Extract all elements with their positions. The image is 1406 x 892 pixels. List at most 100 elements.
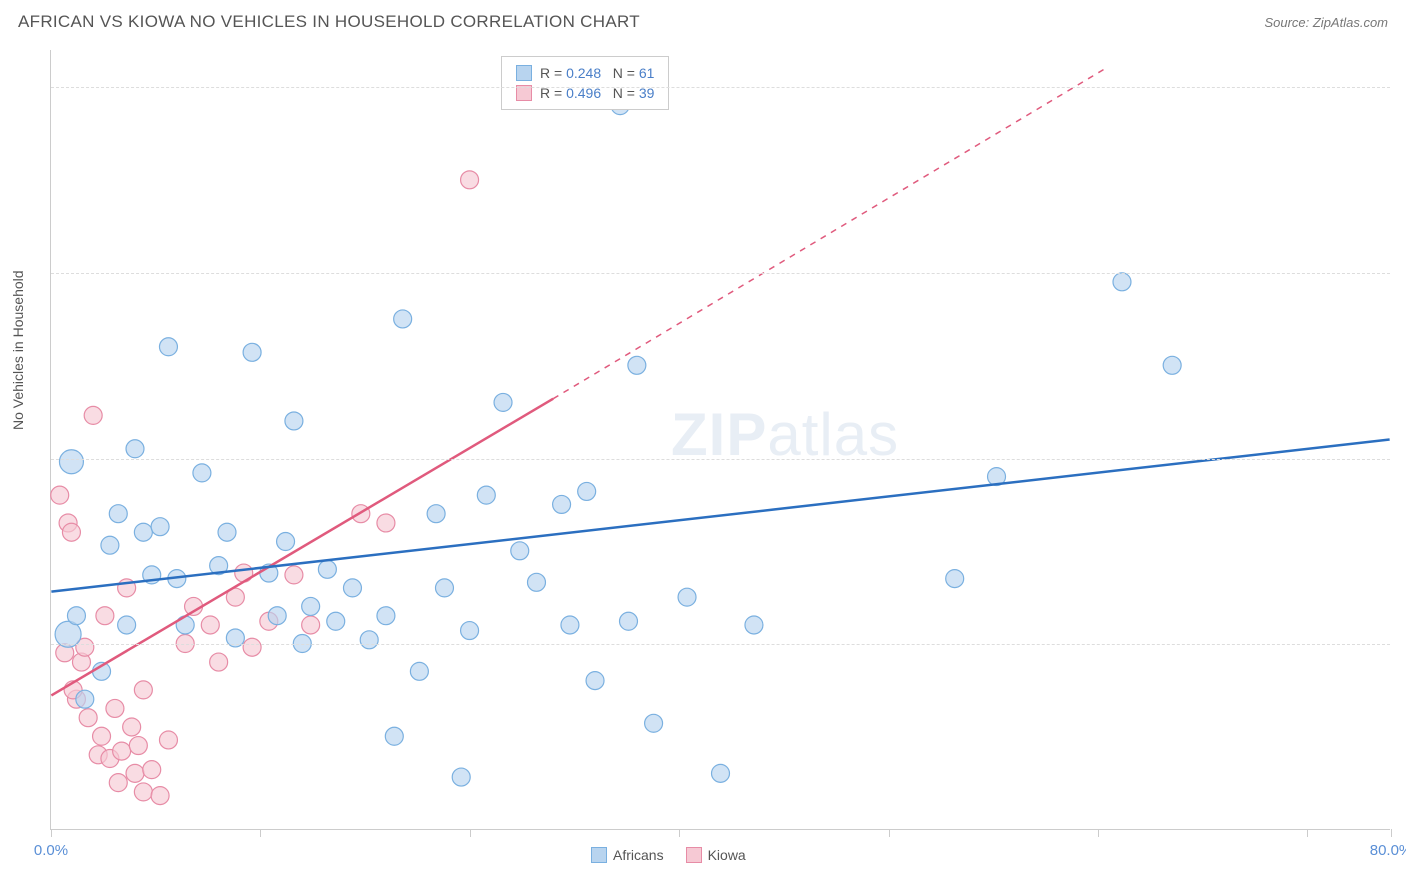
data-point	[318, 560, 336, 578]
data-point	[113, 742, 131, 760]
data-point	[201, 616, 219, 634]
chart-title: AFRICAN VS KIOWA NO VEHICLES IN HOUSEHOL…	[18, 12, 640, 32]
data-point	[302, 616, 320, 634]
data-point	[461, 171, 479, 189]
data-point	[123, 718, 141, 736]
data-point	[377, 514, 395, 532]
data-point	[51, 486, 69, 504]
data-point	[93, 727, 111, 745]
x-tick-label: 0.0%	[34, 842, 68, 859]
data-point	[385, 727, 403, 745]
data-point	[109, 774, 127, 792]
x-tick	[470, 829, 471, 837]
data-point	[628, 356, 646, 374]
data-point	[126, 440, 144, 458]
data-point	[159, 731, 177, 749]
legend-swatch	[686, 847, 702, 863]
data-point	[553, 495, 571, 513]
data-point	[193, 464, 211, 482]
data-point	[410, 662, 428, 680]
data-point	[327, 612, 345, 630]
data-point	[59, 450, 83, 474]
gridline	[51, 87, 1390, 88]
data-point	[84, 406, 102, 424]
legend-swatch	[516, 65, 532, 81]
data-point	[268, 607, 286, 625]
data-point	[134, 523, 152, 541]
data-point	[435, 579, 453, 597]
data-point	[946, 570, 964, 588]
legend-item: Africans	[591, 847, 664, 863]
data-point	[218, 523, 236, 541]
data-point	[126, 764, 144, 782]
data-point	[243, 638, 261, 656]
series-legend: Africans Kiowa	[591, 847, 746, 863]
data-point	[561, 616, 579, 634]
legend-row: R = 0.496 N = 39	[516, 83, 654, 103]
data-point	[277, 533, 295, 551]
data-point	[360, 631, 378, 649]
legend-swatch	[591, 847, 607, 863]
data-point	[452, 768, 470, 786]
data-point	[109, 505, 127, 523]
data-point	[377, 607, 395, 625]
y-axis-label: No Vehicles in Household	[10, 270, 26, 430]
data-point	[151, 518, 169, 536]
data-point	[96, 607, 114, 625]
x-tick	[679, 829, 680, 837]
x-tick	[1307, 829, 1308, 837]
data-point	[134, 681, 152, 699]
x-tick	[889, 829, 890, 837]
data-point	[645, 714, 663, 732]
data-point	[620, 612, 638, 630]
data-point	[1163, 356, 1181, 374]
data-point	[745, 616, 763, 634]
data-point	[586, 672, 604, 690]
data-point	[712, 764, 730, 782]
x-tick	[1391, 829, 1392, 837]
data-point	[151, 787, 169, 805]
legend-stat: R = 0.248 N = 61	[540, 65, 654, 81]
data-point	[1113, 273, 1131, 291]
trend-line	[51, 440, 1389, 592]
data-point	[210, 653, 228, 671]
data-point	[106, 699, 124, 717]
data-point	[101, 536, 119, 554]
scatter-svg	[51, 50, 1390, 829]
data-point	[285, 566, 303, 584]
data-point	[511, 542, 529, 560]
data-point	[118, 616, 136, 634]
correlation-legend: R = 0.248 N = 61 R = 0.496 N = 39	[501, 56, 669, 110]
x-tick	[260, 829, 261, 837]
x-tick-label: 80.0%	[1370, 842, 1406, 859]
data-point	[427, 505, 445, 523]
data-point	[134, 783, 152, 801]
data-point	[243, 343, 261, 361]
data-point	[79, 709, 97, 727]
data-point	[285, 412, 303, 430]
data-point	[578, 482, 596, 500]
x-tick	[1098, 829, 1099, 837]
gridline	[51, 273, 1390, 274]
gridline	[51, 644, 1390, 645]
legend-label: Kiowa	[708, 847, 746, 863]
data-point	[527, 573, 545, 591]
data-point	[494, 393, 512, 411]
data-point	[62, 523, 80, 541]
data-point	[343, 579, 361, 597]
data-point	[477, 486, 495, 504]
data-point	[302, 597, 320, 615]
data-point	[461, 622, 479, 640]
data-point	[67, 607, 85, 625]
chart-plot-area: ZIPatlas R = 0.248 N = 61 R = 0.496 N = …	[50, 50, 1390, 830]
x-tick	[51, 829, 52, 837]
data-point	[394, 310, 412, 328]
legend-label: Africans	[613, 847, 664, 863]
data-point	[678, 588, 696, 606]
data-point	[76, 690, 94, 708]
source-attribution: Source: ZipAtlas.com	[1264, 15, 1388, 30]
legend-row: R = 0.248 N = 61	[516, 63, 654, 83]
data-point	[159, 338, 177, 356]
legend-item: Kiowa	[686, 847, 746, 863]
gridline	[51, 459, 1390, 460]
